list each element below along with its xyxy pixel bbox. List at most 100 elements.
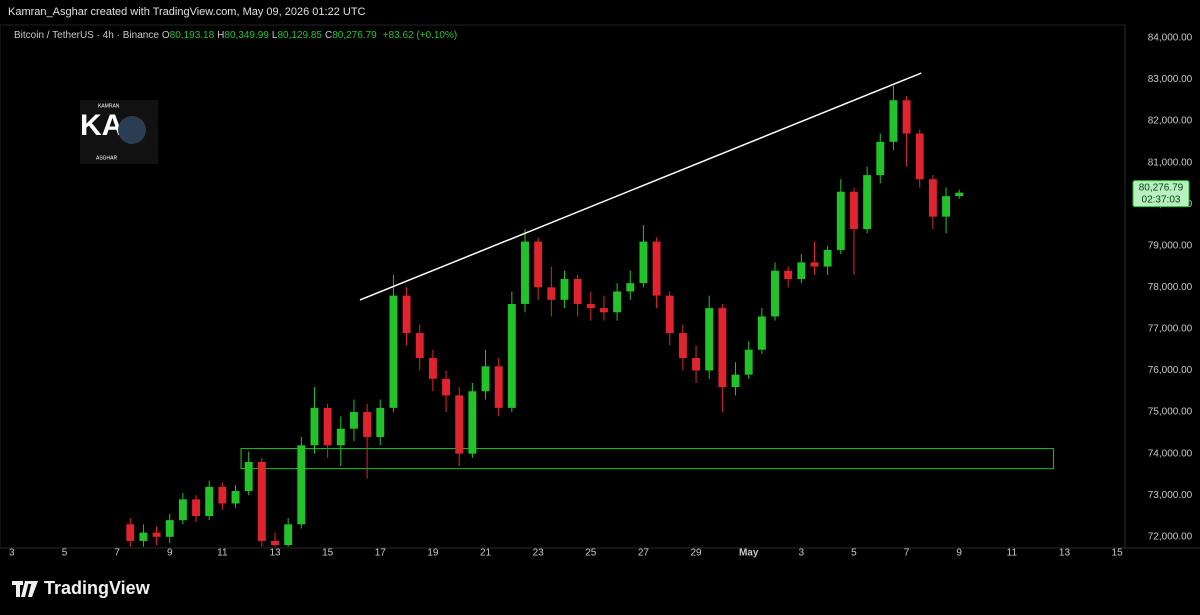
change: +83.62 (+0.10%) [382, 30, 458, 41]
candle-body [823, 249, 832, 267]
candle-body [165, 520, 174, 537]
y-tick-label: 78,000.00 [1148, 282, 1193, 293]
x-tick-label: 27 [638, 548, 650, 559]
candle-body [692, 358, 700, 371]
candle-body [178, 499, 187, 521]
logo: KAMRAN KA ASGHAR [80, 100, 158, 164]
x-tick-label: 11 [1007, 548, 1018, 559]
x-tick-label: 13 [1059, 548, 1071, 559]
candle-body [678, 333, 687, 359]
candle-body [652, 241, 661, 296]
plot [126, 72, 1054, 547]
candle-body [284, 524, 293, 546]
x-tick-label: 15 [322, 548, 334, 559]
candle-body [928, 179, 937, 217]
candle-body [139, 532, 148, 541]
candle-body [744, 349, 753, 375]
price-label-bg [1132, 180, 1190, 208]
y-tick-label: 75,000.00 [1148, 407, 1193, 418]
brand-name: TradingView [44, 578, 150, 598]
candle-body [481, 366, 490, 392]
x-tick-label: 15 [1112, 548, 1124, 559]
candle-body [560, 279, 569, 300]
candle-body [731, 374, 740, 388]
y-tick-label: 73,000.00 [1148, 490, 1193, 501]
legend-title: Bitcoin / TetherUS · 4h · Binance [14, 30, 159, 41]
candle-body [494, 366, 503, 408]
candle-body [376, 407, 385, 437]
x-tick-label: 13 [269, 548, 281, 559]
x-tick-label: 23 [533, 548, 545, 559]
candle-body [468, 391, 477, 454]
x-tick-label: 3 [799, 548, 805, 559]
x-tick-label: 25 [585, 548, 597, 559]
ohlc-value: 80,193.18 [169, 30, 215, 41]
x-tick-label: 21 [480, 548, 492, 559]
candle-body [323, 407, 332, 446]
zone [240, 448, 1054, 470]
candle-body [350, 412, 358, 429]
candle-body [863, 175, 872, 230]
ohlc-key: C [324, 30, 333, 41]
brand-icon [12, 580, 38, 597]
candle-body [152, 532, 161, 537]
candle-body [205, 486, 214, 516]
candle-body [850, 191, 858, 230]
x-tick-label: May [739, 548, 759, 559]
candle-body [771, 270, 779, 317]
candle-body [231, 491, 240, 504]
candle-body [455, 395, 464, 454]
y-tick-label: 72,000.00 [1148, 531, 1193, 542]
x-tick-label: 19 [427, 548, 439, 559]
candle-body [534, 241, 543, 288]
candle-body [244, 461, 253, 492]
candle-body [297, 445, 306, 525]
logo-avatar [118, 116, 146, 144]
candle-body [415, 333, 424, 359]
candle-body [639, 241, 648, 284]
y-tick-label: 77,000.00 [1148, 324, 1193, 335]
y-tick-label: 79,000.00 [1148, 240, 1193, 251]
x-tick-label: 3 [9, 548, 15, 559]
y-tick-label: 82,000.00 [1148, 116, 1193, 127]
y-tick-label: 74,000.00 [1148, 448, 1193, 459]
candle-body [836, 191, 845, 250]
logo-top: KAMRAN [98, 103, 120, 109]
candle-body [573, 279, 582, 304]
candle-body [902, 100, 911, 134]
ohlc-key: O [161, 30, 170, 41]
x-tick-label: 5 [62, 548, 68, 559]
candle-body [336, 428, 345, 446]
candle-body [757, 316, 766, 350]
candle-body [705, 308, 714, 371]
x-tick-label: 5 [851, 548, 857, 559]
logo-bottom: ASGHAR [96, 155, 118, 161]
x-tick-label: 29 [690, 548, 702, 559]
candle-body [389, 295, 398, 408]
trendline [359, 72, 922, 301]
y-tick-label: 84,000.00 [1148, 33, 1193, 44]
x-tick-label: 7 [904, 548, 910, 559]
candle-body [600, 308, 608, 313]
candle-body [810, 262, 819, 267]
candle-body [626, 283, 635, 292]
candle-body [784, 270, 793, 280]
ohlc-key: L [271, 30, 278, 41]
candle-body [915, 133, 924, 180]
x-tick-label: 11 [217, 548, 228, 559]
price-label: 80,276.79 [1139, 182, 1184, 193]
ohlc-value: 80,349.99 [224, 30, 269, 41]
brand: TradingView [12, 578, 150, 599]
candle-body [942, 196, 950, 217]
ohlc-value: 80,276.79 [332, 30, 377, 41]
countdown: 02:37:03 [1142, 194, 1181, 205]
candle-body [889, 100, 898, 142]
ohlc-key: H [217, 30, 225, 41]
legend: Bitcoin / TetherUS · 4h · Binance O80,193… [14, 30, 457, 41]
candle-body [955, 192, 964, 197]
candle-body [363, 412, 372, 437]
x-tick-label: 17 [375, 548, 387, 559]
x-tick-label: 7 [114, 548, 120, 559]
